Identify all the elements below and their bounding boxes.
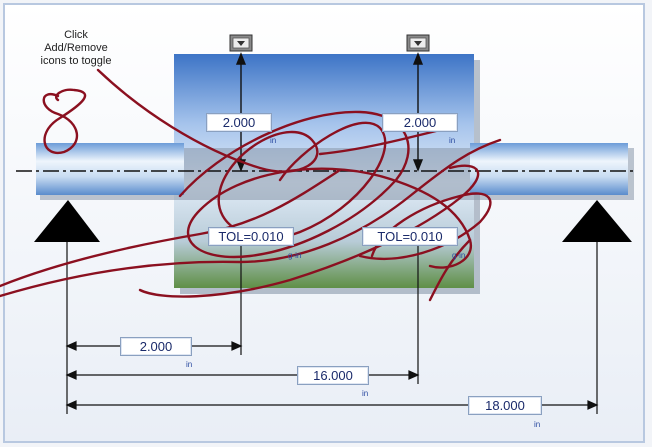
dimension-2-unit: in [362,389,369,398]
tolerance-unit-right: g-in [452,251,466,260]
add-remove-load-right-button[interactable] [406,34,430,52]
shaft-right [470,143,628,195]
scribble-annotation [0,68,502,302]
load-unit-right: in [449,136,456,145]
hint-line-2: Add/Remove [44,42,108,54]
hint-line-3: icons to toggle [40,55,112,67]
tolerance-right-field[interactable]: TOL=0.010 [362,227,458,246]
load-arrow-right [412,52,424,172]
dimension-3-field[interactable]: 18.000 [468,396,542,415]
dimension-1-field[interactable]: 2.000 [120,337,192,356]
dimension-1-unit: in [186,360,193,369]
dimension-2-field[interactable]: 16.000 [297,366,369,385]
tolerance-unit-left: g-in [288,251,302,260]
shaft-left [36,143,184,195]
load-value-right-field[interactable]: 2.000 [382,113,458,132]
load-unit-left: in [270,136,277,145]
tolerance-left-field[interactable]: TOL=0.010 [208,227,294,246]
load-value-left-field[interactable]: 2.000 [206,113,272,132]
support-left-icon [34,200,100,242]
hint-line-1: Click [64,29,88,41]
add-remove-load-left-button[interactable] [229,34,253,52]
dimension-3-unit: in [534,420,541,429]
support-right-icon [562,200,632,242]
toggle-hint: Click Add/Remove icons to toggle [20,29,132,68]
